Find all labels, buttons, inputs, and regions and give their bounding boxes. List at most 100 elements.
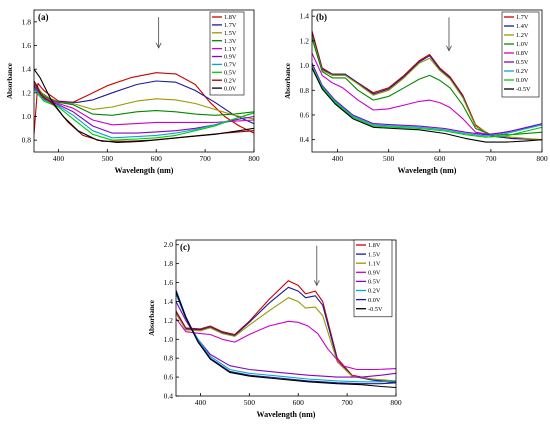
panel-c-arrow-head <box>313 280 320 287</box>
panel-a-legend-label-5: 0.9V <box>224 54 237 61</box>
panel-b-y-tick-label-0: 0.4 <box>300 135 310 144</box>
panel-c-legend-label-2: 1.1V <box>368 260 381 267</box>
panel-c-series-line-2 <box>176 297 396 382</box>
panel-a-legend-label-0: 1.8V <box>224 14 237 21</box>
panel-c-legend-box <box>353 239 393 318</box>
panel-a-x-tick-label-4: 800 <box>248 154 260 163</box>
panel-c-legend-label-3: 0.9V <box>368 270 381 277</box>
panel-b-series-line-5 <box>312 62 542 136</box>
panel-a-series-line-3 <box>34 84 254 116</box>
panel-c-y-tick-label-7: 1.8 <box>164 259 174 268</box>
chart-panel-b: 400 500 600 700 800 0.4 0.6 0.8 1.0 1.2 1.4 Wavelen… <box>284 9 548 175</box>
panel-c-x-axis-title: Wavelength (nm) <box>257 410 316 419</box>
panel-b-x-axis-title: Wavelength (nm) <box>398 166 457 175</box>
panel-b-y-tick-label-1: 0.6 <box>300 110 310 119</box>
panel-a-y-tick-label-2: 1.2 <box>22 88 32 97</box>
panel-b-x-tick-label-2: 600 <box>434 154 446 163</box>
panel-a-legend-label-2: 1.5V <box>224 30 237 37</box>
panel-a-y-tick-label-4: 1.6 <box>22 41 32 50</box>
panel-b-panel-label: (b) <box>316 12 327 22</box>
panel-c-y-tick-label-5: 1.4 <box>164 297 174 306</box>
panel-a-legend-box <box>209 11 245 96</box>
panel-b-legend-label-0: 1.7V <box>516 14 529 21</box>
panel-c-y-tick-label-0: 0.4 <box>164 392 174 401</box>
panel-a-arrow-head <box>155 42 162 49</box>
panel-b-legend-label-8: -0.5V <box>516 86 531 93</box>
panel-c-series-line-5 <box>176 293 396 383</box>
panel-c-y-tick-label-2: 0.8 <box>164 354 174 363</box>
chart-panel-a: 400 500 600 700 800 0.8 1.0 1.2 1.4 1.6 1.8 Wavelen… <box>6 9 260 175</box>
panel-a-series-line-9 <box>34 68 254 144</box>
panel-b-series-line-4 <box>312 52 542 136</box>
panel-b-series-line-2 <box>312 35 542 141</box>
panel-a-x-tick-label-1: 500 <box>102 154 114 163</box>
panel-b-y-tick-label-5: 1.4 <box>300 12 310 21</box>
panel-a-series-line-7 <box>34 88 254 141</box>
panel-a-x-tick-label-2: 600 <box>151 154 163 163</box>
panel-c-series-line-3 <box>176 318 396 371</box>
panel-b-x-tick-label-3: 700 <box>485 154 497 163</box>
panel-b-legend-label-2: 1.2V <box>516 32 529 39</box>
panel-b-series-line-3 <box>312 38 542 136</box>
panel-b-series-group <box>312 30 542 143</box>
panel-a-y-tick-label-1: 1.0 <box>22 112 32 121</box>
panel-b-arrow-head <box>446 45 452 52</box>
panel-b-legend-label-6: 0.2V <box>516 68 529 75</box>
panel-b-series-line-6 <box>312 65 542 137</box>
panel-a-x-axis-title: Wavelength (nm) <box>115 166 174 175</box>
panel-b-y-tick-label-4: 1.2 <box>300 36 310 45</box>
panel-a-legend-label-7: 0.5V <box>224 70 237 77</box>
panel-c-y-tick-label-3: 1.0 <box>164 335 174 344</box>
panel-c-y-tick-label-6: 1.6 <box>164 278 174 287</box>
panel-c-y-axis-title: Absorbance <box>148 300 156 336</box>
panel-b-series-line-7 <box>312 66 542 138</box>
panel-c-legend-label-6: 0.0V <box>368 297 381 304</box>
panel-c-legend-label-7: -0.5V <box>368 306 383 313</box>
panel-b-y-tick-label-2: 0.8 <box>300 86 310 95</box>
panel-a-series-line-4 <box>34 85 254 126</box>
panel-b-legend-label-3: 1.0V <box>516 41 529 48</box>
panel-a-legend-label-1: 1.7V <box>224 22 237 29</box>
panel-c-panel-label: (c) <box>180 242 190 252</box>
panel-a-panel-label: (a) <box>38 12 49 22</box>
panel-a-y-tick-label-5: 1.8 <box>22 17 32 26</box>
panel-a-series-line-6 <box>34 87 254 139</box>
panel-c-y-tick-label-8: 2.0 <box>164 240 174 249</box>
panel-b-legend-label-4: 0.8V <box>516 50 529 57</box>
chart-panel-c: 400 500 600 700 800 0.4 0.6 0.8 1.0 1.2 1.4 1.6 1.8 2… <box>148 239 402 419</box>
panel-c-x-tick-label-2: 600 <box>293 398 305 407</box>
panel-c-legend-label-5: 0.2V <box>368 288 381 295</box>
panel-a-y-tick-label-0: 0.8 <box>22 136 32 145</box>
panel-a-plot-frame <box>33 9 255 153</box>
panel-b-series-line-8 <box>312 67 542 143</box>
panel-b-legend-label-5: 0.5V <box>516 59 529 66</box>
panel-b-x-tick-label-1: 500 <box>383 154 395 163</box>
panel-c-series-line-0 <box>176 280 396 383</box>
panel-c-legend-label-4: 0.5V <box>368 279 381 286</box>
panel-c-legend-label-0: 1.8V <box>368 242 381 249</box>
panel-c-x-tick-label-1: 500 <box>244 398 256 407</box>
panel-c-x-tick-label-0: 400 <box>195 398 207 407</box>
panel-a-x-tick-label-0: 400 <box>53 154 65 163</box>
panel-c-plot-frame <box>175 239 397 397</box>
panel-c-series-group <box>176 280 396 389</box>
panel-b-x-tick-label-4: 800 <box>536 154 548 163</box>
panel-b-legend-label-7: 0.0V <box>516 77 529 84</box>
panel-b-plot-frame <box>311 9 543 153</box>
panel-c-legend-label-1: 1.5V <box>368 251 381 258</box>
panel-c-series-line-7 <box>176 291 396 389</box>
panel-a-legend-label-9: 0.0V <box>224 85 237 92</box>
panel-c-y-tick-label-4: 1.2 <box>164 316 174 325</box>
panel-a-legend-label-4: 1.1V <box>224 46 237 53</box>
panel-c-x-tick-label-4: 800 <box>390 398 402 407</box>
panel-c-x-tick-label-3: 700 <box>341 398 353 407</box>
panel-b-legend-label-1: 1.4V <box>516 23 529 30</box>
panel-b-x-tick-label-0: 400 <box>332 154 344 163</box>
panel-a-y-tick-label-3: 1.4 <box>22 65 32 74</box>
panel-a-y-axis-title: Absorbance <box>6 63 14 99</box>
panel-b-y-axis-title: Absorbance <box>284 63 292 99</box>
panel-a-legend-label-6: 0.7V <box>224 62 237 69</box>
panel-b-y-tick-label-3: 1.0 <box>300 61 310 70</box>
panel-a-series-group <box>34 68 254 144</box>
panel-c-y-tick-label-1: 0.6 <box>164 373 174 382</box>
